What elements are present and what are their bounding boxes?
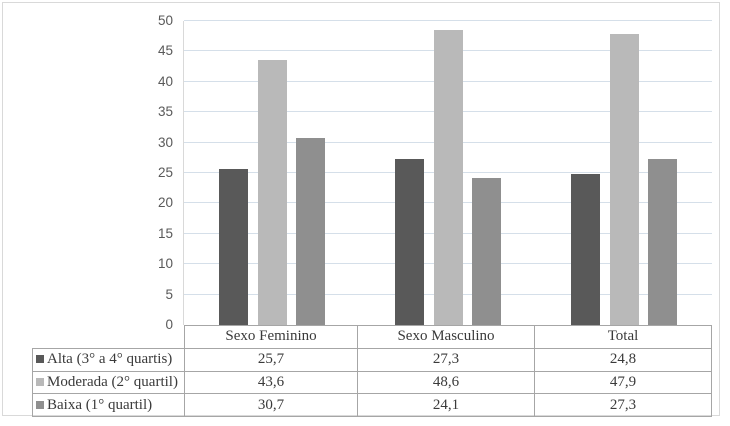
bar-Sexo Masculino-Alta (3° a 4° quartis) [395,159,424,325]
bar-Total-Baixa (1° quartil) [648,159,677,325]
y-tick-label-45: 45 [157,43,173,59]
category-header-feminino: Sexo Feminino [184,325,358,349]
value-cell: 43,6 [184,370,358,395]
y-tick-label-25: 25 [157,165,173,180]
y-axis-tick-labels: 0 5 10 15 20 25 30 35 40 45 50 [133,13,183,332]
y-tick-label-50: 50 [157,13,173,28]
legend-marker-baixa-icon [36,400,44,409]
table-row-baixa: Baixa (1° quartil) 30,7 24,1 27,3 [32,393,712,417]
bar-Sexo Feminino-Baixa (1° quartil) [296,138,325,325]
legend-marker-moderada-icon [36,377,44,386]
y-tick-label-0: 0 [165,317,173,332]
bar-Sexo Feminino-Moderada (2° quartil) [257,59,287,325]
table-row-alta: Alta (3° a 4° quartis) 25,7 27,3 24,8 [32,347,712,372]
y-tick-label-20: 20 [157,195,173,211]
y-tick-label-35: 35 [157,104,173,120]
legend-label-alta: Alta (3° a 4° quartis) [32,347,185,372]
bar-Sexo Feminino-Alta (3° a 4° quartis) [219,168,248,325]
bar-Sexo Masculino-Baixa (1° quartil) [472,178,501,325]
value-cell: 27,3 [357,347,535,372]
y-tick-label-5: 5 [165,286,173,302]
gridline-y-50 [184,20,712,21]
plot-area [183,20,712,325]
value-cell: 48,6 [357,370,535,395]
table-header-row: Sexo Feminino Sexo Masculino Total [33,325,712,349]
y-tick-label-15: 15 [157,225,173,241]
chart-figure: 0 5 10 15 20 25 30 35 40 45 50 Sexo Feminino Sexo … [2,2,720,417]
y-tick-label-40: 40 [157,73,173,89]
bar-Sexo Masculino-Moderada (2° quartil) [433,29,463,325]
table-row-moderada: Moderada (2° quartil) 43,6 48,6 47,9 [32,370,712,395]
table-corner-cell [33,326,185,349]
value-cell: 25,7 [184,347,358,372]
legend-marker-alta-icon [36,355,44,364]
y-tick-label-30: 30 [157,134,173,150]
value-cell: 27,3 [534,393,712,417]
value-cell: 24,1 [357,393,535,417]
legend-label-moderada: Moderada (2° quartil) [32,370,185,395]
category-header-total: Total [534,325,712,349]
data-table: Sexo Feminino Sexo Masculino Total Alta … [32,325,712,417]
value-cell: 30,7 [184,393,358,417]
bar-Total-Alta (3° a 4° quartis) [571,174,600,325]
category-header-masculino: Sexo Masculino [357,325,535,349]
value-cell: 47,9 [534,370,712,395]
value-cell: 24,8 [534,347,712,372]
bar-Total-Moderada (2° quartil) [609,33,639,325]
y-tick-label-10: 10 [157,256,173,272]
legend-label-baixa: Baixa (1° quartil) [32,393,185,417]
